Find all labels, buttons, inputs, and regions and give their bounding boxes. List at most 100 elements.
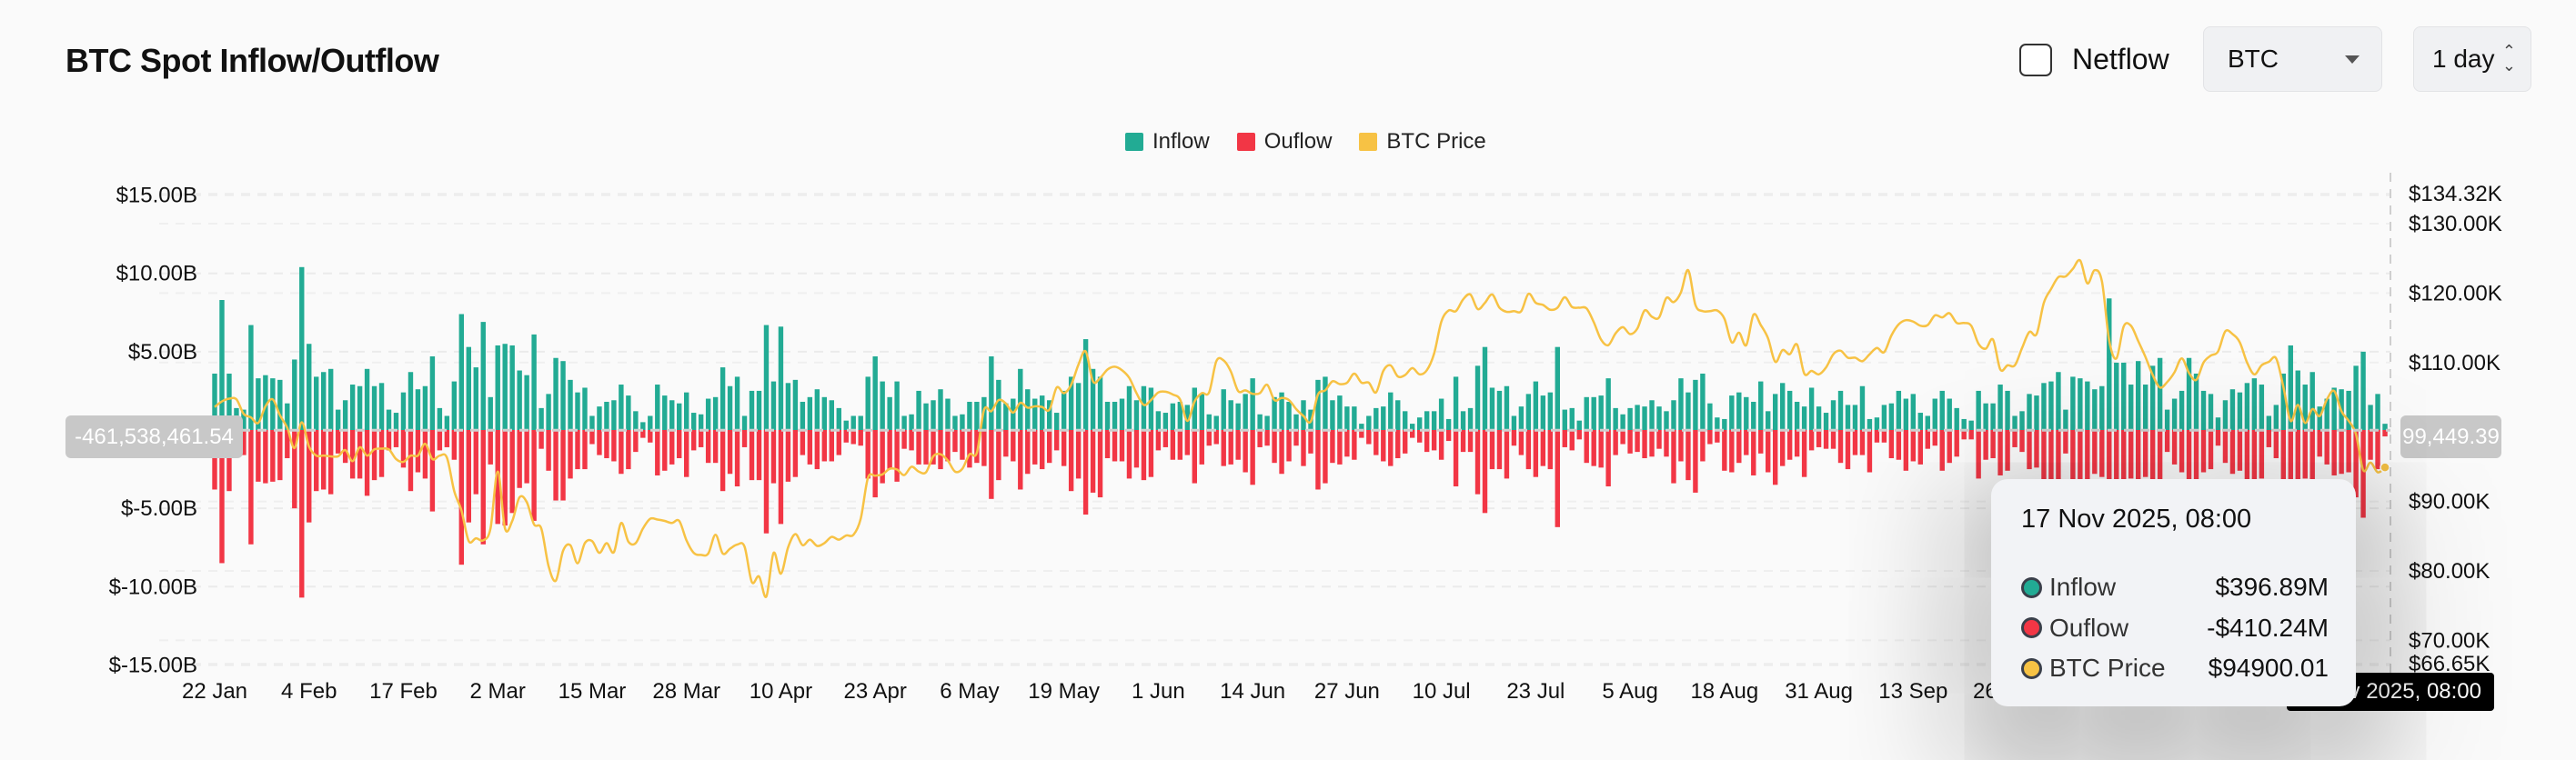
outflow-bar[interactable]	[1162, 430, 1169, 447]
inflow-bar[interactable]	[437, 407, 443, 430]
outflow-bar[interactable]	[756, 430, 762, 481]
outflow-bar[interactable]	[1097, 430, 1103, 498]
outflow-bar[interactable]	[887, 430, 892, 470]
outflow-bar[interactable]	[741, 430, 748, 447]
outflow-bar[interactable]	[1576, 430, 1582, 440]
outflow-bar[interactable]	[1272, 430, 1277, 464]
inflow-bar[interactable]	[1213, 415, 1219, 430]
inflow-bar[interactable]	[1053, 413, 1060, 430]
outflow-bar[interactable]	[698, 430, 704, 447]
outflow-bar[interactable]	[488, 430, 493, 465]
outflow-bar[interactable]	[2237, 430, 2243, 471]
outflow-bar[interactable]	[1751, 430, 1756, 475]
inflow-bar[interactable]	[1729, 395, 1735, 430]
outflow-bar[interactable]	[1939, 430, 1945, 471]
inflow-bar[interactable]	[662, 395, 668, 430]
inflow-bar[interactable]	[698, 414, 704, 430]
inflow-bar[interactable]	[734, 376, 740, 430]
outflow-bar[interactable]	[967, 430, 972, 468]
inflow-bar[interactable]	[2375, 394, 2380, 430]
outflow-bar[interactable]	[502, 430, 508, 526]
outflow-bar[interactable]	[2353, 430, 2359, 498]
inflow-bar[interactable]	[1997, 385, 2003, 430]
outflow-bar[interactable]	[1801, 430, 1807, 477]
outflow-bar[interactable]	[1011, 430, 1016, 462]
inflow-bar[interactable]	[1192, 387, 1197, 430]
inflow-bar[interactable]	[931, 400, 936, 430]
inflow-bar[interactable]	[1598, 395, 1604, 430]
inflow-bar[interactable]	[633, 411, 639, 430]
inflow-bar[interactable]	[1983, 403, 1988, 430]
outflow-bar[interactable]	[277, 430, 283, 481]
inflow-bar[interactable]	[480, 322, 486, 430]
outflow-bar[interactable]	[400, 430, 407, 468]
inflow-bar[interactable]	[1954, 407, 1959, 430]
outflow-bar[interactable]	[1976, 430, 1981, 479]
outflow-bar[interactable]	[829, 430, 834, 462]
inflow-bar[interactable]	[415, 389, 421, 430]
inflow-bar[interactable]	[611, 400, 617, 430]
inflow-bar[interactable]	[2027, 394, 2032, 430]
outflow-bar[interactable]	[1591, 430, 1596, 466]
inflow-bar[interactable]	[858, 415, 863, 430]
outflow-bar[interactable]	[1504, 430, 1510, 479]
legend-item-inflow[interactable]: Inflow	[1125, 129, 1210, 155]
inflow-bar[interactable]	[2302, 385, 2308, 430]
outflow-bar[interactable]	[1395, 430, 1401, 459]
inflow-bar[interactable]	[502, 344, 508, 430]
outflow-bar[interactable]	[517, 430, 522, 488]
inflow-bar[interactable]	[2346, 390, 2351, 430]
netflow-checkbox[interactable]	[2019, 43, 2052, 76]
inflow-bar[interactable]	[1642, 406, 1647, 430]
inflow-bar[interactable]	[814, 389, 820, 430]
outflow-bar[interactable]	[1540, 430, 1546, 466]
outflow-bar[interactable]	[850, 430, 856, 445]
outflow-bar[interactable]	[371, 430, 377, 481]
inflow-bar[interactable]	[850, 415, 856, 430]
inflow-bar[interactable]	[553, 357, 558, 430]
inflow-bar[interactable]	[2200, 390, 2207, 430]
inflow-bar[interactable]	[719, 367, 726, 430]
outflow-bar[interactable]	[1075, 430, 1082, 479]
outflow-bar[interactable]	[1837, 430, 1844, 464]
outflow-bar[interactable]	[364, 430, 370, 496]
inflow-bar[interactable]	[1068, 376, 1074, 430]
outflow-bar[interactable]	[1359, 430, 1364, 438]
inflow-bar[interactable]	[2244, 383, 2250, 430]
inflow-bar[interactable]	[1808, 387, 1815, 430]
outflow-bar[interactable]	[1547, 430, 1554, 470]
inflow-bar[interactable]	[1337, 395, 1343, 430]
outflow-bar[interactable]	[1997, 430, 2003, 475]
inflow-bar[interactable]	[1075, 383, 1082, 430]
inflow-bar[interactable]	[756, 390, 762, 430]
inflow-bar[interactable]	[1896, 390, 1902, 430]
outflow-bar[interactable]	[640, 430, 646, 438]
outflow-bar[interactable]	[495, 430, 500, 525]
inflow-bar[interactable]	[2056, 372, 2061, 430]
outflow-bar[interactable]	[1555, 430, 1560, 527]
inflow-bar[interactable]	[1177, 401, 1183, 430]
outflow-bar[interactable]	[546, 430, 551, 471]
inflow-bar[interactable]	[1082, 339, 1089, 430]
outflow-bar[interactable]	[604, 430, 609, 459]
inflow-bar[interactable]	[1133, 400, 1140, 430]
outflow-bar[interactable]	[734, 430, 740, 487]
outflow-bar[interactable]	[2200, 430, 2207, 473]
outflow-bar[interactable]	[1678, 430, 1684, 462]
outflow-bar[interactable]	[314, 430, 319, 492]
outflow-bar[interactable]	[1148, 430, 1154, 477]
inflow-bar[interactable]	[1547, 392, 1554, 430]
netflow-toggle[interactable]: Netflow	[2019, 43, 2169, 76]
outflow-bar[interactable]	[1852, 430, 1858, 455]
inflow-bar[interactable]	[1627, 407, 1633, 430]
inflow-bar[interactable]	[2193, 373, 2199, 430]
inflow-bar[interactable]	[1344, 406, 1350, 430]
outflow-bar[interactable]	[1525, 430, 1532, 470]
outflow-bar[interactable]	[2085, 430, 2090, 482]
outflow-bar[interactable]	[307, 430, 312, 523]
outflow-bar[interactable]	[2114, 430, 2119, 503]
inflow-bar[interactable]	[1381, 406, 1386, 430]
outflow-bar[interactable]	[858, 430, 863, 446]
outflow-bar[interactable]	[2136, 430, 2141, 504]
inflow-bar[interactable]	[1352, 406, 1357, 430]
